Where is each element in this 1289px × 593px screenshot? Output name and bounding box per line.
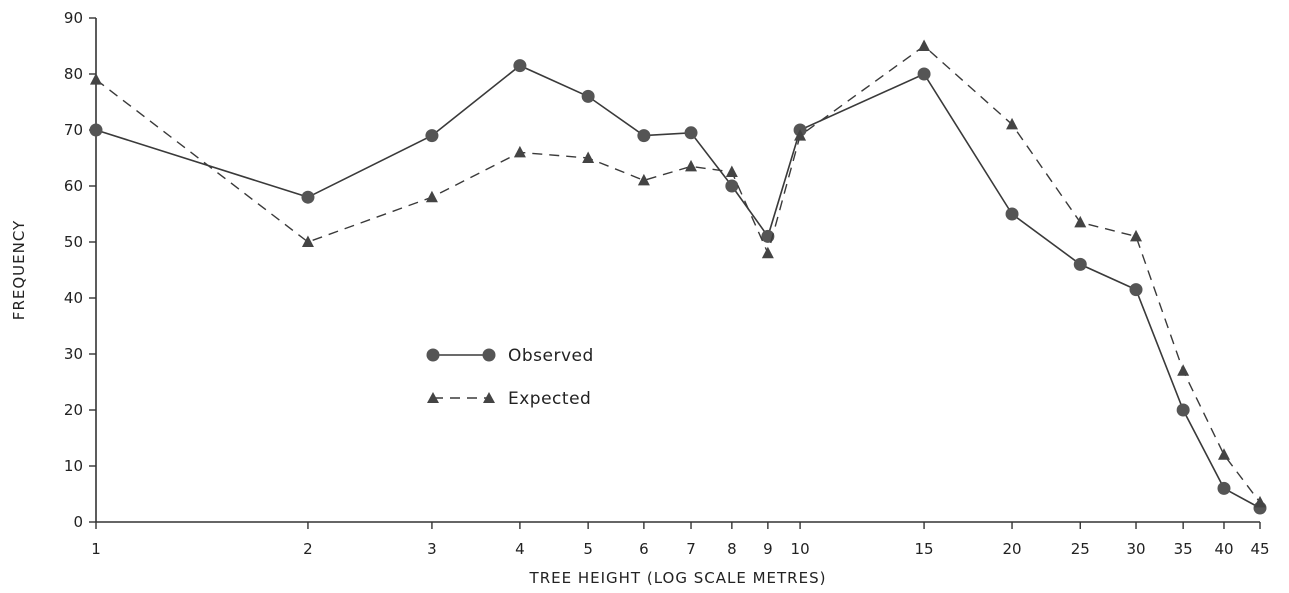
x-tick-label: 5: [583, 540, 593, 558]
legend-item-expected: Expected: [427, 389, 591, 409]
data-point-observed: [1005, 207, 1019, 221]
data-point-observed: [301, 190, 315, 204]
x-tick-label: 15: [915, 540, 934, 558]
series-layer: [89, 39, 1267, 515]
x-tick-label: 40: [1214, 540, 1233, 558]
data-point-observed: [1176, 403, 1190, 417]
y-tick-label: 90: [64, 9, 83, 27]
legend: Observed Expected: [426, 346, 594, 409]
data-point-expected: [761, 246, 774, 259]
x-axis-title: TREE HEIGHT (LOG SCALE METRES): [529, 569, 827, 587]
data-point-observed: [581, 89, 595, 103]
x-tick-label: 25: [1071, 540, 1090, 558]
legend-marker-observed: [426, 348, 440, 362]
x-tick-label: 4: [515, 540, 525, 558]
data-point-expected: [1006, 117, 1019, 130]
y-tick-label: 20: [64, 401, 83, 419]
x-tick-label: 3: [427, 540, 437, 558]
data-point-observed: [425, 129, 439, 143]
y-tick-label: 80: [64, 65, 83, 83]
legend-marker-expected: [427, 392, 439, 403]
data-point-expected: [301, 235, 314, 247]
x-tick-label: 10: [791, 540, 810, 558]
data-point-expected: [1254, 495, 1266, 508]
x-tick-label: 30: [1126, 540, 1145, 558]
x-tick-label: 7: [686, 540, 696, 558]
data-point-expected: [425, 190, 438, 203]
y-tick-label: 30: [64, 345, 83, 363]
x-tick-label: 2: [303, 540, 313, 558]
x-tick-label: 6: [639, 540, 649, 558]
y-tick-label: 0: [73, 513, 83, 531]
data-point-expected: [513, 145, 526, 158]
data-point-observed: [1073, 257, 1087, 271]
data-point-observed: [917, 67, 931, 81]
data-point-observed: [637, 129, 651, 143]
data-point-expected: [90, 73, 102, 85]
legend-label-expected: Expected: [508, 389, 591, 409]
legend-item-observed: Observed: [426, 346, 594, 366]
axes: [95, 18, 1260, 523]
x-axis-ticks: 1 2 3 4 5 6 7 8 9 10 15 20 25 30 35 40 45: [91, 522, 1270, 558]
y-tick-label: 50: [64, 233, 83, 251]
data-point-expected: [685, 159, 698, 172]
data-point-expected: [1177, 364, 1190, 376]
data-point-expected: [1130, 229, 1143, 242]
y-tick-label: 70: [64, 121, 83, 139]
x-tick-label: 9: [763, 540, 773, 558]
series-line-expected: [95, 45, 1261, 503]
data-point-expected: [1074, 215, 1087, 228]
data-point-observed: [684, 126, 698, 140]
x-tick-label: 8: [727, 540, 737, 558]
legend-marker-observed-end: [482, 348, 496, 362]
x-tick-label: 20: [1002, 540, 1021, 558]
data-point-expected: [582, 151, 595, 163]
y-tick-label: 10: [64, 457, 83, 475]
legend-label-observed: Observed: [508, 346, 594, 366]
y-tick-label: 60: [64, 177, 83, 195]
data-point-expected: [918, 39, 931, 51]
data-point-observed: [725, 179, 739, 193]
x-tick-label: 45: [1250, 540, 1269, 558]
y-tick-label: 40: [64, 289, 83, 307]
x-tick-label: 1: [91, 540, 101, 558]
data-point-observed: [1129, 283, 1143, 297]
data-point-expected: [725, 165, 738, 177]
data-point-expected: [1217, 448, 1230, 460]
series-line-observed: [95, 64, 1261, 509]
data-point-expected: [637, 173, 650, 186]
data-point-observed: [1217, 481, 1231, 495]
x-tick-label: 35: [1174, 540, 1193, 558]
y-axis-ticks: 0 10 20 30 40 50 60 70 80 90: [64, 9, 96, 531]
y-axis-title: FREQUENCY: [10, 220, 28, 320]
data-point-expected: [794, 129, 807, 141]
data-point-observed: [89, 123, 103, 137]
legend-marker-expected-end: [483, 392, 495, 403]
data-point-observed: [513, 59, 527, 73]
